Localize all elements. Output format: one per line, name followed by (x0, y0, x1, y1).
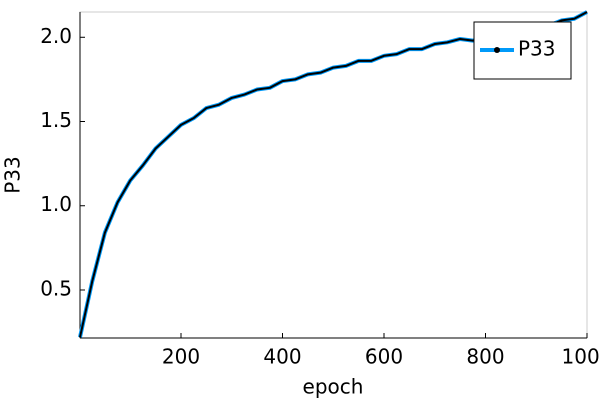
x-axis-label: epoch (303, 375, 364, 399)
x-tick-label: 200 (162, 345, 200, 369)
x-tick-label: 600 (365, 345, 403, 369)
y-tick-label: 1.5 (40, 108, 72, 132)
y-axis-label: P33 (1, 156, 25, 194)
y-tick-label: 2.0 (40, 24, 72, 48)
y-tick-label: 1.0 (40, 192, 72, 216)
x-tick-label: 400 (263, 345, 301, 369)
legend-marker (494, 47, 500, 53)
x-tick-label: 800 (466, 345, 504, 369)
legend-label: P33 (518, 37, 556, 61)
y-tick-label: 0.5 (40, 276, 72, 300)
